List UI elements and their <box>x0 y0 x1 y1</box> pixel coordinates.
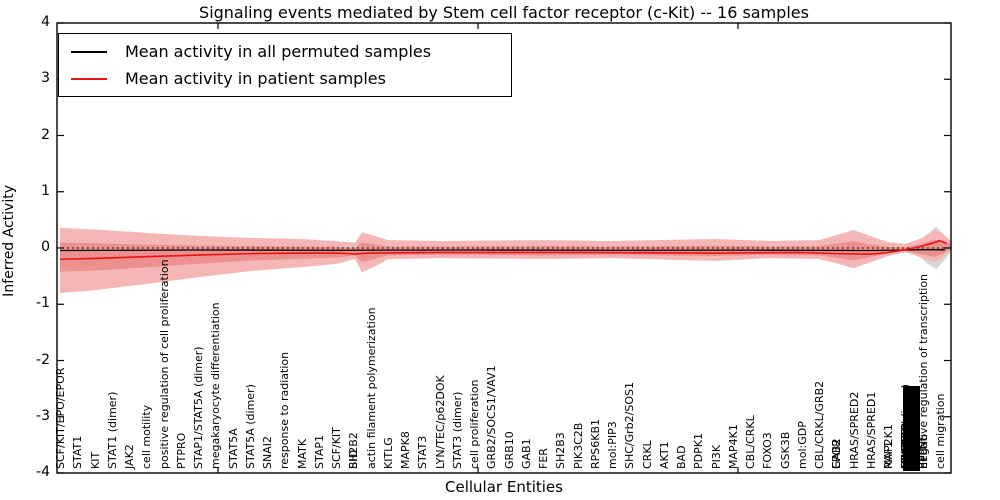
x-tick-label: cell migration <box>933 393 947 469</box>
x-tick-label: positive regulation of cell proliferatio… <box>157 259 171 469</box>
x-tick-label: SH2B2 <box>347 432 361 469</box>
mean-activity-lines <box>57 239 951 261</box>
x-tick-label: BAD <box>675 445 688 469</box>
y-tick-label: -2 <box>36 351 50 368</box>
x-tick-label: STAT3 <box>416 435 430 469</box>
x-tick-label: MAP4K1 <box>726 424 740 469</box>
x-tick-label: HRAS/SPRED2 <box>847 391 861 469</box>
x-tick-label: MAPK8 <box>399 431 412 469</box>
x-tick-label: FOXO3 <box>761 432 775 469</box>
y-tick-label: 2 <box>41 126 50 143</box>
overlapping-labels-blob <box>903 386 920 471</box>
x-tick-label: STAP1 <box>312 434 326 469</box>
x-tick-label: LYN/TEC/p62DOK <box>433 375 447 469</box>
x-tick-label: SH2B3 <box>554 432 568 469</box>
legend-label: Mean activity in patient samples <box>125 69 386 88</box>
x-tick-label: PDPK1 <box>692 433 706 469</box>
permuted-mean-line <box>59 249 945 252</box>
chart-title: Signaling events mediated by Stem cell f… <box>199 3 809 22</box>
x-tick-label: STAT1 (dimer) <box>105 391 119 469</box>
x-tick-label: SHC/Grb2/SOS1 <box>623 382 637 469</box>
x-tick-label: megakaryocyte differentiation <box>209 302 223 469</box>
x-tick-label: KITLG <box>381 437 395 469</box>
x-tick-label: AKT1 <box>657 441 671 469</box>
x-tick-label: SCF/KIT <box>330 427 343 469</box>
y-tick-label: -3 <box>36 407 50 424</box>
x-tick-label: SNAI2 <box>261 436 274 469</box>
x-tick-label: cell motility <box>140 404 154 469</box>
legend-item-permuted: Mean activity in all permuted samples <box>59 42 511 61</box>
x-tick-label: cell proliferation <box>468 379 481 469</box>
x-tick-label: STAP1/STAT5A (dimer) <box>192 346 205 469</box>
permuted-line-swatch <box>71 50 107 53</box>
patient-line-swatch <box>71 77 107 80</box>
x-tick-label: MATK <box>295 438 309 469</box>
y-tick-label: -1 <box>36 295 50 312</box>
uncertainty-bands <box>60 226 952 293</box>
x-tick-label: JAK2 <box>123 444 136 469</box>
legend: Mean activity in all permuted samples Me… <box>58 33 512 97</box>
x-tick-label: CBL/CRKL/GRB2 <box>813 380 826 469</box>
y-axis-title: Inferred Activity <box>1 185 17 297</box>
x-tick-label: mol:GDP <box>795 421 809 469</box>
x-tick-label: response to radiation <box>278 351 292 469</box>
patient-mean-line <box>59 239 947 261</box>
x-tick-label: SCF/KIT/EPO/EPOR <box>54 367 67 469</box>
axis-ticks <box>57 22 951 474</box>
x-tick-label: STAT5A (dimer) <box>243 384 257 469</box>
x-tick-label: CRKL <box>640 440 654 469</box>
x-tick-label: CBL/CRKL <box>744 415 757 469</box>
x-tick-label: GAB1 <box>519 438 533 469</box>
y-tick-label: 0 <box>41 239 50 255</box>
x-tick-label: mol:PIP3 <box>606 421 619 469</box>
x-tick-label: GRB2/SOCS1/VAV1 <box>485 365 499 469</box>
x-tick-label: MAP2K1 <box>882 424 895 469</box>
x-tick-label: RPS6KB1 <box>588 418 602 469</box>
x-tick-label: STAT5A <box>226 428 240 469</box>
legend-label: Mean activity in all permuted samples <box>125 42 432 61</box>
y-tick-label: -4 <box>36 464 50 480</box>
x-tick-label: actin filament polymerization <box>364 307 378 469</box>
x-tick-label: STAT1 <box>71 435 85 469</box>
x-tick-label: STAT3 (dimer) <box>450 391 464 469</box>
x-tick-label: GAB2 <box>830 438 844 469</box>
x-tick-label: GSK3B <box>778 431 792 469</box>
x-tick-label: KIT <box>88 451 102 469</box>
x-tick-label: PI3K <box>709 444 723 469</box>
legend-item-patient: Mean activity in patient samples <box>59 69 511 88</box>
y-tick-label: 4 <box>41 14 50 30</box>
x-tick-label: GRB10 <box>502 431 516 469</box>
x-axis-title: Cellular Entities <box>445 478 563 496</box>
y-tick-label: 1 <box>41 182 50 199</box>
x-tick-label: FER <box>537 448 550 469</box>
x-tick-label: PTPRO <box>174 432 188 469</box>
band-patient-range-outer <box>60 227 951 293</box>
y-tick-label: 3 <box>41 70 50 87</box>
x-tick-label: PIK3C2B <box>571 422 585 469</box>
x-tick-label: HRAS/SPRED1 <box>864 391 878 469</box>
